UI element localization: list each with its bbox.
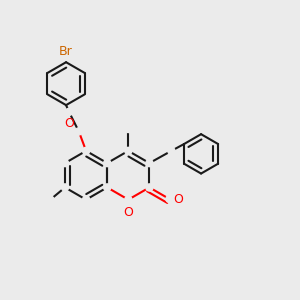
Circle shape [166, 196, 173, 202]
Text: O: O [123, 206, 133, 219]
Text: O: O [64, 117, 74, 130]
Text: O: O [173, 193, 183, 206]
Circle shape [168, 147, 175, 155]
Circle shape [82, 196, 90, 203]
Circle shape [125, 125, 132, 133]
Circle shape [103, 160, 111, 167]
Circle shape [146, 184, 153, 191]
Circle shape [125, 196, 132, 203]
Circle shape [103, 184, 111, 191]
Circle shape [82, 147, 90, 155]
Circle shape [47, 196, 54, 203]
Text: Br: Br [59, 45, 73, 58]
Circle shape [65, 108, 73, 116]
Circle shape [75, 128, 82, 135]
Circle shape [125, 147, 132, 155]
Circle shape [146, 160, 153, 167]
Circle shape [61, 160, 69, 167]
Circle shape [61, 184, 69, 191]
